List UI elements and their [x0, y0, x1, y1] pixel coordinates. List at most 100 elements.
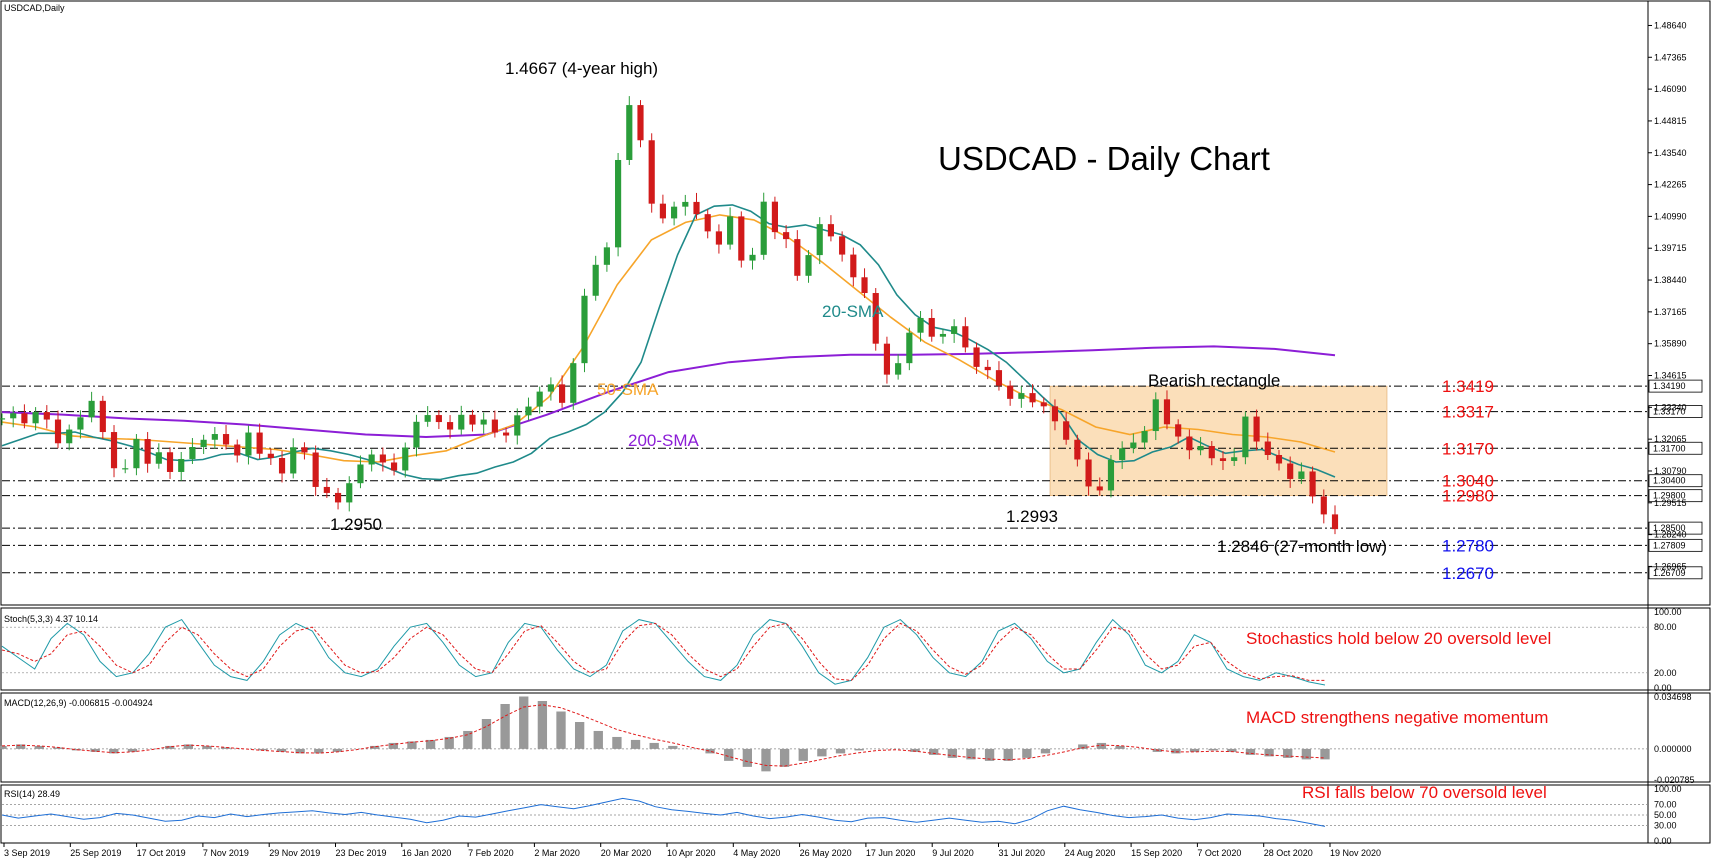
candle-body: [0, 418, 6, 420]
time-tick-label: 17 Jun 2020: [866, 848, 916, 858]
candle-body: [704, 214, 711, 232]
candle-body: [144, 439, 151, 464]
candle-body: [1074, 439, 1081, 460]
price-tick-label: 1.30790: [1654, 466, 1687, 476]
price-tick-label: 1.39715: [1654, 243, 1687, 253]
candle-body: [895, 363, 902, 375]
time-tick-label: 7 Feb 2020: [468, 848, 514, 858]
candle-body: [1063, 421, 1070, 440]
candle-body: [166, 452, 174, 472]
time-tick-label: 3 Sep 2019: [4, 848, 50, 858]
candle-body: [379, 454, 386, 463]
level-box: [1648, 474, 1703, 488]
candle-body: [77, 417, 84, 430]
candle-body: [671, 206, 678, 219]
price-tick-label: 1.35890: [1654, 339, 1687, 349]
candle-body: [1130, 442, 1137, 449]
level-annotation: 1.3040: [1442, 472, 1494, 491]
level-box: [1648, 566, 1703, 580]
candle-body: [805, 255, 812, 276]
time-tick-label: 26 May 2020: [800, 848, 852, 858]
candle-body: [659, 203, 666, 219]
candle-body: [1029, 393, 1036, 403]
rsi-g-tick-label: 0.00: [1654, 836, 1672, 846]
price-tick-label: 1.34615: [1654, 371, 1687, 381]
candle-body: [346, 483, 353, 503]
candle-body: [648, 140, 655, 204]
rsi-label: RSI(14) 28.49: [4, 789, 60, 799]
low-annotation-1-2950: 1.2950: [330, 515, 382, 534]
candle-body: [178, 458, 185, 472]
candle-body: [1175, 424, 1182, 437]
candle-body: [861, 277, 868, 294]
candle-body: [995, 370, 1003, 386]
time-tick-label: 17 Oct 2019: [137, 848, 186, 858]
candle-body: [133, 439, 140, 469]
candle-body: [559, 384, 566, 403]
rsi-g-tick-label: 100.00: [1654, 784, 1682, 794]
candle-body: [749, 254, 756, 261]
high-annotation: 1.4667 (4-year high): [505, 59, 658, 78]
candle-body: [1040, 402, 1047, 407]
candle-body: [43, 412, 50, 420]
stoch-annotation: Stochastics hold below 20 oversold level: [1246, 629, 1551, 648]
level-box: [1648, 521, 1703, 535]
level-lines: 1.34190 1.33170 1.31700 1.30400 1.29800 1.285…: [2, 379, 1703, 580]
candle-body: [368, 454, 375, 465]
candle-body: [951, 326, 958, 334]
candle-body: [973, 347, 980, 367]
candle-body: [267, 453, 274, 458]
sma50-label: 50-SMA: [597, 380, 659, 399]
candle-body: [66, 429, 73, 444]
price-tick-label: 1.26965: [1654, 561, 1687, 571]
level-box-label: 1.28500: [1653, 523, 1686, 533]
candle-body: [301, 447, 308, 453]
candle-body: [771, 201, 778, 233]
candle-body: [603, 247, 610, 265]
candle-body: [570, 363, 577, 403]
level-box: [1648, 379, 1703, 393]
candle-body: [783, 232, 790, 240]
time-tick-label: 19 Nov 2020: [1330, 848, 1381, 858]
low-annotation-1-2993: 1.2993: [1006, 507, 1058, 526]
candle-body: [256, 432, 263, 454]
candle-body: [626, 105, 633, 160]
candle-body: [1186, 436, 1193, 451]
rsi-panel-frame: [0, 784, 1711, 844]
candle-body: [962, 326, 969, 348]
time-axis: 3 Sep 2019 25 Sep 2019 17 Oct 2019 7 Nov 20…: [3, 843, 1381, 858]
candle-body: [290, 447, 297, 474]
time-tick-label: 9 Jul 2020: [932, 848, 974, 858]
chart-title: USDCAD - Daily Chart: [938, 140, 1270, 177]
time-tick-label: 24 Aug 2020: [1065, 848, 1116, 858]
stoch-panel-frame: [0, 607, 1711, 691]
price-tick-label: 1.33340: [1654, 402, 1687, 412]
candle-body: [906, 332, 913, 364]
stochastic-panel: 100.00 80.00 20.00 0.00: [1, 607, 1682, 693]
time-tick-label: 10 Apr 2020: [667, 848, 716, 858]
rsi-g-tick-label: 50.00: [1654, 810, 1677, 820]
sma200-label: 200-SMA: [628, 431, 700, 450]
level-annotation: 1.3419: [1442, 377, 1494, 396]
candle-body: [446, 422, 454, 430]
price-tick-label: 1.42265: [1654, 180, 1687, 190]
price-tick-label: 1.46090: [1654, 84, 1687, 94]
candle-body: [682, 201, 689, 207]
candle-body: [693, 201, 700, 215]
candle-body: [211, 434, 218, 440]
price-tick-label: 1.28240: [1654, 530, 1687, 540]
candle-body: [827, 224, 835, 237]
candle-body: [390, 462, 398, 471]
candle-body: [1119, 448, 1126, 460]
level-annotation: 1.2670: [1442, 564, 1494, 583]
candle-body: [435, 415, 442, 423]
candle-body: [323, 486, 330, 493]
level-box-label: 1.30400: [1653, 476, 1686, 486]
level-annotation: 1.2980: [1442, 487, 1494, 506]
price-tick-label: 1.47365: [1654, 52, 1687, 62]
candle-body: [592, 264, 599, 296]
candle-body: [88, 400, 95, 418]
candle-body: [794, 239, 801, 276]
candle-body: [581, 295, 588, 364]
stoch-signal-line: [1, 622, 1325, 681]
